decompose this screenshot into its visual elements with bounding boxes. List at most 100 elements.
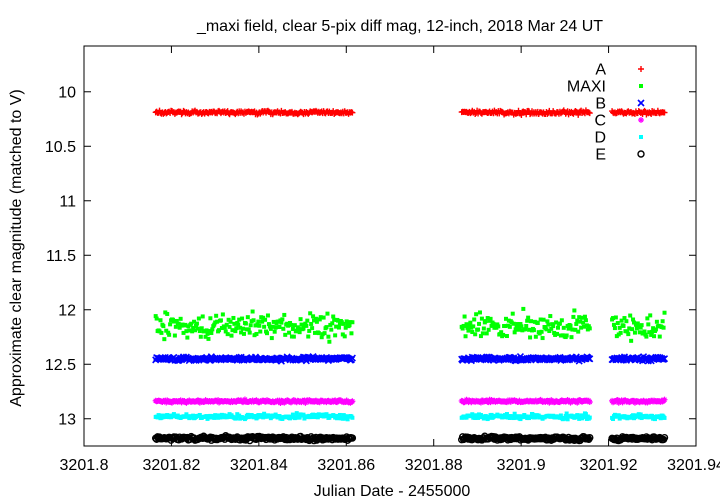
data-point (648, 313, 653, 318)
data-point (639, 323, 644, 328)
data-point (533, 334, 538, 339)
data-point (298, 317, 303, 322)
data-point (262, 324, 267, 329)
data-point (551, 324, 556, 329)
data-point (231, 315, 236, 320)
data-point (321, 315, 326, 320)
data-point (301, 412, 306, 417)
data-point (563, 413, 568, 418)
data-point (299, 322, 304, 327)
data-point (246, 327, 251, 332)
data-point (194, 321, 199, 326)
data-point (516, 414, 521, 419)
data-point (569, 335, 574, 340)
data-point (621, 323, 626, 328)
data-point (189, 321, 194, 326)
data-point (178, 316, 183, 321)
data-point (484, 331, 489, 336)
data-point (538, 317, 543, 322)
data-point (460, 326, 465, 331)
data-point (496, 324, 501, 329)
data-point (258, 329, 263, 334)
data-point (161, 324, 166, 329)
data-point (233, 329, 238, 334)
data-point (193, 328, 198, 333)
data-point (544, 327, 549, 332)
data-point (234, 326, 239, 331)
y-tick-label: 12 (58, 302, 76, 319)
data-point (267, 324, 272, 329)
data-point (272, 329, 277, 334)
data-point (570, 327, 575, 332)
data-point (212, 322, 217, 327)
data-point (658, 416, 663, 421)
data-point (618, 330, 623, 335)
data-point (464, 322, 469, 327)
data-point (208, 316, 213, 321)
data-point (336, 318, 341, 323)
data-point (583, 318, 588, 323)
data-point (565, 417, 570, 422)
x-tick-label: 3201.92 (580, 457, 638, 474)
data-point (549, 326, 554, 331)
data-point (612, 326, 617, 331)
data-point (183, 322, 188, 327)
data-point (166, 330, 171, 335)
data-point (223, 329, 228, 334)
legend-marker (639, 84, 643, 88)
data-point (540, 336, 545, 341)
data-point (181, 330, 186, 335)
data-point (193, 323, 198, 328)
data-point (479, 316, 484, 321)
data-point (573, 327, 578, 332)
data-point (649, 332, 654, 337)
data-point (652, 417, 657, 422)
data-point (578, 319, 583, 324)
legend-label: A (595, 62, 606, 79)
data-point (662, 310, 667, 315)
data-point (518, 322, 523, 327)
data-point (210, 327, 215, 332)
data-point (557, 321, 562, 326)
data-point (574, 321, 579, 326)
data-point (513, 327, 518, 332)
data-point (234, 416, 239, 421)
y-axis: 10 10.5 11 11.5 12 12.5 13 (45, 84, 696, 428)
data-point (499, 330, 504, 335)
data-point (464, 415, 469, 420)
legend-label: D (594, 130, 606, 147)
data-point (472, 317, 477, 322)
data-point (271, 319, 276, 324)
data-point (586, 398, 593, 405)
data-point (327, 339, 332, 344)
data-point (477, 310, 482, 315)
data-point (660, 355, 669, 363)
data-point (344, 319, 349, 324)
data-point (332, 317, 337, 322)
data-point (277, 324, 282, 329)
data-point (531, 328, 536, 333)
legend-marker (637, 150, 645, 158)
data-point (312, 330, 317, 335)
x-tick-label: 3201.82 (143, 457, 201, 474)
data-point (228, 319, 233, 324)
data-point (237, 317, 242, 322)
data-point (205, 331, 210, 336)
data-point (481, 416, 486, 421)
data-point (627, 326, 632, 331)
data-point (638, 325, 643, 330)
data-point (629, 338, 634, 343)
data-point (290, 326, 295, 331)
data-point (197, 412, 202, 417)
data-point (577, 315, 582, 320)
data-point (292, 323, 297, 328)
data-point (322, 331, 327, 336)
data-point (554, 320, 559, 325)
data-point (255, 415, 260, 420)
data-point (304, 323, 309, 328)
data-point (514, 325, 519, 330)
data-point (227, 324, 232, 329)
data-point (474, 312, 479, 317)
data-point (661, 109, 668, 116)
x-tick-label: 3201.84 (230, 457, 288, 474)
